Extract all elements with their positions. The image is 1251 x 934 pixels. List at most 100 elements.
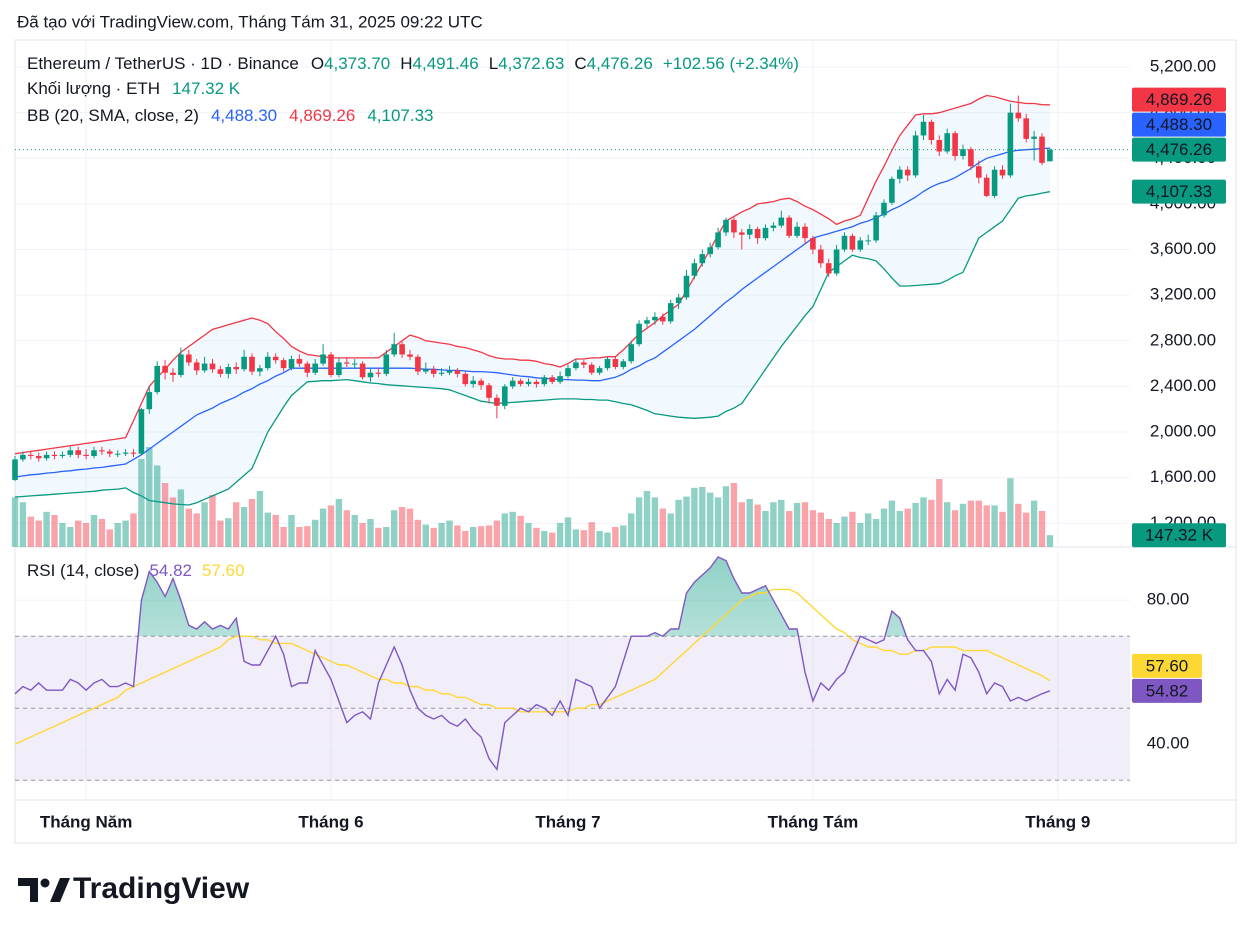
volume-bar (470, 527, 477, 547)
volume-bar (541, 531, 548, 547)
volume-bar (999, 511, 1006, 547)
candle-body (359, 363, 366, 378)
candle-body (454, 370, 461, 374)
candle-body (312, 363, 318, 373)
volume-bar (335, 499, 343, 547)
y-tick-label: 5,200.00 (1150, 57, 1216, 76)
candle-body (833, 249, 840, 274)
legend-item: 4,476.26 (587, 54, 653, 73)
volume-bar (75, 520, 82, 547)
legend-item: +102.56 (+2.34%) (663, 54, 799, 73)
volume-bar (936, 479, 943, 547)
legend-item: C (574, 54, 586, 73)
volume-bar (122, 520, 129, 547)
candle-body (999, 169, 1006, 176)
volume-bar (185, 508, 192, 547)
volume-bar (628, 513, 635, 547)
candle-body (375, 372, 382, 374)
candle-body (114, 453, 121, 455)
legend-item: 54.82 (149, 561, 192, 580)
volume-bar (849, 511, 856, 547)
volume-bar (951, 510, 959, 547)
candle-body (280, 360, 287, 369)
volume-bar (201, 502, 208, 547)
volume-bar (770, 502, 777, 547)
bb-line (14, 94, 1050, 455)
volume-bar (272, 515, 279, 547)
x-tick-label: Tháng 7 (535, 812, 600, 831)
candle-body (596, 368, 603, 373)
candle-body (12, 459, 18, 480)
y-tick-label: 40.00 (1147, 734, 1190, 753)
candle-body (193, 362, 200, 371)
candle-body (533, 381, 540, 385)
rsi-line (14, 588, 1051, 745)
candle-body (107, 451, 113, 454)
candle-body (304, 363, 311, 373)
volume-bar (944, 502, 951, 547)
volume-bar (422, 524, 429, 547)
candle-body (367, 372, 374, 378)
volume-bar (596, 531, 603, 547)
candle-body (91, 450, 97, 456)
y-tick-label: 2,400.00 (1150, 376, 1216, 395)
volume-bar (114, 523, 121, 547)
candle-body (960, 149, 966, 156)
legend-item: 57.60 (202, 561, 245, 580)
volume-bar (177, 489, 185, 547)
volume-bar (35, 520, 42, 547)
volume-bar (809, 510, 817, 547)
volume-bar (691, 487, 698, 547)
volume-bar (154, 465, 161, 547)
candle-body (67, 450, 74, 455)
candle-body (873, 215, 879, 241)
volume-bar (754, 504, 761, 547)
candle-body (502, 386, 508, 406)
candle-body (99, 450, 105, 452)
candle-body (351, 363, 358, 365)
price-tag (1132, 87, 1226, 112)
volume-bar (786, 511, 793, 547)
volume-bar (67, 527, 74, 547)
volume-bar (264, 512, 271, 547)
volume-bar (841, 516, 848, 547)
candle-body (770, 225, 777, 228)
volume-bar (90, 515, 98, 547)
volume-bar (959, 503, 967, 547)
legend-item: 4,488.30 (211, 106, 277, 125)
volume-bar (1015, 503, 1022, 547)
candle-body (494, 397, 500, 406)
volume-bar (967, 500, 975, 547)
candle-body (818, 249, 824, 264)
volume-bar (872, 519, 880, 547)
volume-bar (817, 512, 824, 547)
volume-bar (928, 499, 935, 547)
candle-body (683, 275, 690, 298)
volume-bar (635, 497, 643, 547)
candle-body (383, 354, 390, 374)
rsi-line (14, 556, 1051, 772)
volume-bar (98, 519, 106, 547)
candle-body (699, 254, 706, 264)
volume-bar (375, 527, 382, 547)
y-tick-label: 3,600.00 (1150, 239, 1216, 258)
candle-body (146, 392, 153, 410)
legend-item: RSI (14, close) (27, 561, 139, 580)
volume-bar (975, 500, 982, 547)
candle-body (794, 226, 800, 236)
candle-body (328, 354, 334, 375)
y-tick-label: 2,800.00 (1150, 330, 1216, 349)
volume-bar (430, 527, 437, 547)
candle-body (75, 450, 81, 455)
candle-body (43, 454, 50, 459)
volume-bar (572, 529, 580, 547)
candle-body (209, 363, 216, 370)
volume-bar (225, 518, 232, 547)
candle-body (470, 380, 476, 385)
legend-item: 147.32 K (172, 79, 241, 98)
candle-body (249, 356, 255, 372)
candle-body (739, 232, 745, 235)
candle-body (59, 454, 66, 456)
candle-body (51, 454, 58, 456)
